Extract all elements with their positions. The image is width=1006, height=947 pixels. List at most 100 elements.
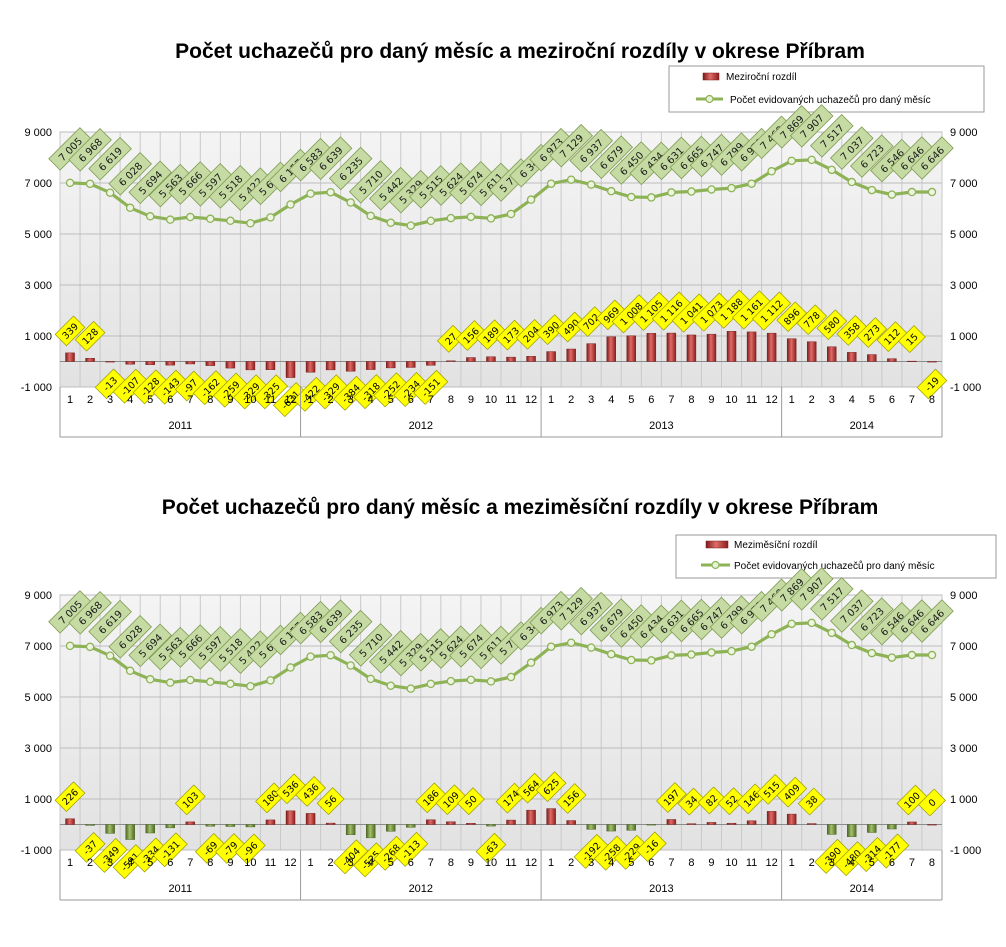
x-tick-label-month: 2 [568, 394, 574, 406]
x-tick-label-year: 2014 [850, 420, 874, 432]
y-tick-label-right: 5 000 [950, 692, 978, 704]
y-tick-label-right: 7 000 [950, 178, 978, 190]
line-data-label: 6 937 [569, 128, 613, 173]
bar-data-label: 173 [495, 319, 527, 351]
line-point [586, 643, 596, 652]
line-data-label: 5 694 [128, 623, 172, 668]
line-point [125, 203, 135, 213]
bar [867, 354, 877, 362]
bar [125, 824, 135, 840]
x-tick-label-month: 4 [368, 394, 374, 406]
y-tick-label-right: 3 000 [950, 280, 978, 292]
bar [305, 813, 316, 825]
y-tick-label-right: 9 000 [950, 127, 978, 139]
line-data-label: 7 517 [810, 114, 854, 158]
line-point [186, 675, 195, 685]
line-point [807, 618, 816, 628]
x-tick-label-month: 10 [244, 857, 256, 869]
bar [426, 819, 436, 825]
bar [526, 809, 536, 825]
x-tick-label-month: 1 [789, 394, 795, 406]
x-tick-label-month: 8 [448, 394, 454, 406]
bar-data-label: 128 [74, 320, 106, 352]
bar [827, 824, 837, 835]
bar [806, 823, 817, 825]
bar-data-label: 490 [555, 311, 587, 343]
line-point [827, 165, 837, 175]
line-point [727, 183, 736, 193]
line-point [927, 187, 937, 197]
bar [225, 824, 236, 827]
x-tick-label-year: 2011 [168, 883, 192, 895]
bar-data-label: 204 [515, 318, 547, 350]
line-point [246, 681, 255, 691]
bar [125, 361, 135, 365]
line-point [687, 187, 696, 196]
line-point [667, 188, 676, 197]
bar [386, 361, 396, 369]
x-tick-label-month: 3 [348, 394, 354, 406]
bar-data-label: 56 [316, 787, 345, 816]
line-point [65, 641, 75, 651]
line-point [386, 218, 395, 227]
x-tick-label-month: 7 [668, 857, 674, 869]
line-point [647, 193, 656, 202]
line-point [787, 156, 796, 166]
bar [185, 821, 196, 825]
bar-data-label: -19 [916, 368, 948, 400]
line-point [85, 642, 95, 652]
line-point [807, 155, 816, 165]
bar [165, 824, 175, 829]
bar [646, 333, 657, 362]
line-point [907, 187, 917, 197]
bar [85, 358, 95, 362]
y-tick-label-left: 7 000 [24, 641, 52, 653]
y-tick-label-left: 1 000 [24, 794, 52, 806]
bar [546, 808, 556, 825]
bar [446, 821, 456, 825]
x-tick-label-month: 12 [284, 394, 296, 406]
chart-yearly: Počet uchazečů pro daný měsíc a meziročn… [21, 40, 985, 438]
x-tick-label-month: 9 [708, 857, 714, 869]
x-tick-label-month: 8 [448, 857, 454, 869]
line-point [627, 192, 636, 202]
bar [706, 822, 717, 825]
bar [466, 357, 476, 362]
x-tick-label-month: 8 [207, 857, 213, 869]
bar-data-label: 50 [456, 787, 485, 816]
bar [365, 361, 376, 370]
line-point [406, 684, 416, 693]
line-point [727, 646, 736, 656]
y-tick-label-right: 1 000 [950, 794, 978, 806]
x-tick-label-month: 1 [67, 394, 73, 406]
bar [486, 356, 496, 362]
bar [626, 335, 637, 362]
bar-data-label: 625 [535, 771, 567, 802]
x-tick-label-month: 7 [187, 394, 193, 406]
x-tick-label-month: 9 [227, 394, 233, 406]
line-point [767, 167, 776, 176]
line-point [887, 653, 897, 662]
legend-bar-label: Meziroční rozdíl [726, 72, 797, 83]
bar-data-label: 156 [555, 783, 587, 814]
line-point [446, 676, 456, 686]
bar [245, 824, 256, 828]
bar-data-label: -96 [235, 833, 266, 865]
x-tick-label-year: 2011 [168, 420, 192, 432]
line-point [366, 674, 375, 684]
bar [746, 331, 757, 362]
line-point [607, 186, 616, 196]
bar [426, 361, 436, 366]
line-point [486, 677, 496, 686]
bar [566, 348, 576, 362]
bar-data-label: 109 [435, 784, 467, 816]
x-tick-label-month: 11 [505, 857, 516, 869]
line-point [105, 651, 115, 660]
bar-data-label: 390 [535, 314, 567, 345]
bar [827, 346, 837, 362]
line-point [306, 652, 315, 661]
bar [105, 824, 115, 834]
legend-line-label: Počet evidovaných uchazečů pro daný měsí… [730, 94, 931, 106]
line-point [226, 216, 235, 226]
bar-data-label: -69 [194, 832, 226, 864]
